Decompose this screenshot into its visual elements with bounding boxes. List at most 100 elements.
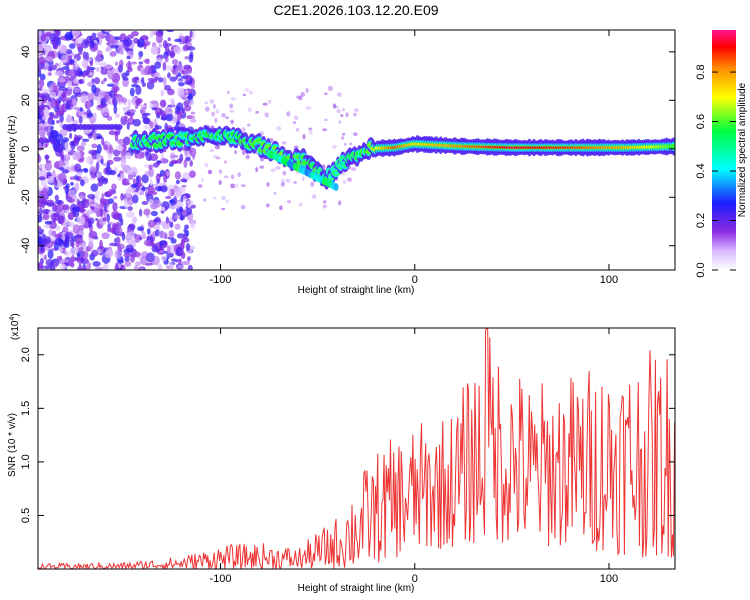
spectrogram-blob: [96, 182, 104, 187]
spectrogram-blob: [73, 87, 81, 94]
spectrogram-blob: [87, 92, 95, 102]
spectrogram-blob: [342, 108, 345, 112]
spectrogram-blob: [95, 190, 100, 201]
spectrogram-blob: [267, 99, 272, 104]
spectrogram-blob: [101, 136, 105, 146]
spectrogram-blob: [38, 176, 46, 181]
spectrogram-blob: [187, 203, 191, 209]
spectrogram-blob: [160, 221, 167, 226]
spectrogram-blob: [154, 125, 162, 130]
spectrogram-blob: [241, 127, 246, 132]
spectrogram-blob: [127, 66, 133, 73]
spectrogram-blob: [341, 136, 345, 140]
spectrogram-blob: [88, 72, 95, 76]
spectrogram-blob: [184, 56, 189, 60]
spectrogram-blob: [59, 114, 64, 123]
spectrogram-blob: [135, 85, 142, 96]
spectrogram-blob: [187, 256, 191, 262]
spectrogram-blob: [123, 198, 128, 209]
spectrogram-blob: [80, 258, 89, 265]
spectrogram-blob: [180, 251, 186, 260]
spectrogram-blob: [78, 246, 84, 252]
spectrogram-blob: [70, 141, 76, 151]
y-tick-label: 40: [20, 46, 32, 58]
spectrogram-blob: [123, 136, 131, 146]
spectrogram-blob: [38, 186, 44, 192]
spectrogram-blob: [47, 124, 51, 133]
spectrogram-blob: [157, 263, 163, 270]
spectrogram-blob: [112, 223, 118, 229]
spectrogram-blob: [293, 145, 299, 150]
spectrogram-blob: [117, 138, 125, 145]
spectrogram-blob: [160, 206, 166, 211]
spectrogram-blob: [169, 98, 174, 104]
spectrogram-blob: [79, 107, 83, 112]
spectrogram-blob: [45, 259, 55, 266]
spectrogram-blob: [223, 160, 227, 164]
spectrogram-blob: [131, 31, 139, 37]
spectrogram-blob: [107, 223, 111, 231]
spectrogram-blob: [165, 65, 174, 72]
spectrogram-blob: [197, 184, 203, 188]
spectrogram-blob: [54, 30, 60, 35]
spectrogram-blob: [41, 88, 49, 94]
spectrogram-blob: [159, 249, 165, 254]
spectrogram-blob: [50, 212, 59, 222]
y-tick-label: 0: [20, 146, 32, 152]
spectrogram-blob: [212, 196, 217, 200]
spectrogram-blob: [91, 84, 97, 94]
spectrogram-blob: [336, 92, 342, 97]
spectrogram-blob: [345, 112, 349, 118]
spectrogram-blob: [327, 85, 334, 91]
spectrogram-blob: [44, 236, 51, 244]
spectrogram-blob: [262, 102, 268, 106]
spectrogram-blob: [63, 250, 67, 255]
spectrogram-blob: [247, 107, 253, 113]
spectrogram-blob: [73, 106, 81, 111]
spectrogram-blob: [40, 110, 44, 117]
x-tick-label: 0: [412, 573, 418, 585]
spectrogram-blob: [77, 224, 85, 232]
spectrogram-blob: [72, 156, 78, 160]
spectrogram-blob: [81, 138, 90, 143]
colorbar-tick-label: 0.4: [695, 163, 707, 178]
spectrogram-blob: [184, 80, 193, 85]
spectrogram-blob: [82, 51, 87, 60]
spectrogram-blob: [338, 120, 342, 124]
spectrogram-blob: [275, 166, 281, 170]
spectrogram-blob: [205, 106, 210, 112]
spectrogram-blob: [115, 145, 124, 151]
spectrogram-blob: [311, 194, 317, 200]
spectrogram-blob: [113, 105, 118, 114]
spectrogram-blob: [115, 236, 121, 246]
spectrogram-blob: [38, 261, 41, 270]
spectrogram-blob: [230, 183, 236, 189]
spectrogram-blob: [322, 204, 327, 209]
spectrogram-blob: [221, 207, 226, 211]
spectrogram-blob: [122, 77, 129, 81]
spectrogram-blob: [124, 111, 132, 116]
spectrogram-blob: [154, 61, 162, 69]
spectrogram-blob: [174, 223, 181, 230]
spectrogram-blob: [59, 263, 67, 270]
y-tick-label: 2.0: [20, 347, 32, 362]
spectrogram-blob: [80, 93, 88, 104]
spectrogram-blob: [286, 111, 291, 117]
spectrogram-blob: [166, 30, 175, 33]
spectrogram-blob: [209, 98, 215, 104]
spectrogram-blob: [68, 189, 77, 198]
snr-frame: [37, 327, 676, 570]
spectrogram-blob: [189, 88, 194, 94]
spectrogram-blob: [127, 98, 131, 109]
spectrogram-blob: [120, 218, 124, 226]
spectrogram-blob: [72, 78, 80, 84]
spectrogram-blob: [181, 260, 190, 266]
spectrogram-blob: [169, 221, 174, 228]
spectrogram-blob: [132, 251, 141, 258]
spectrogram-blob: [221, 113, 226, 118]
spectrogram-blob: [67, 211, 74, 221]
spectrogram-blob: [112, 195, 118, 200]
spectrogram-blob: [121, 264, 126, 270]
spectrogram-blob: [169, 205, 176, 210]
